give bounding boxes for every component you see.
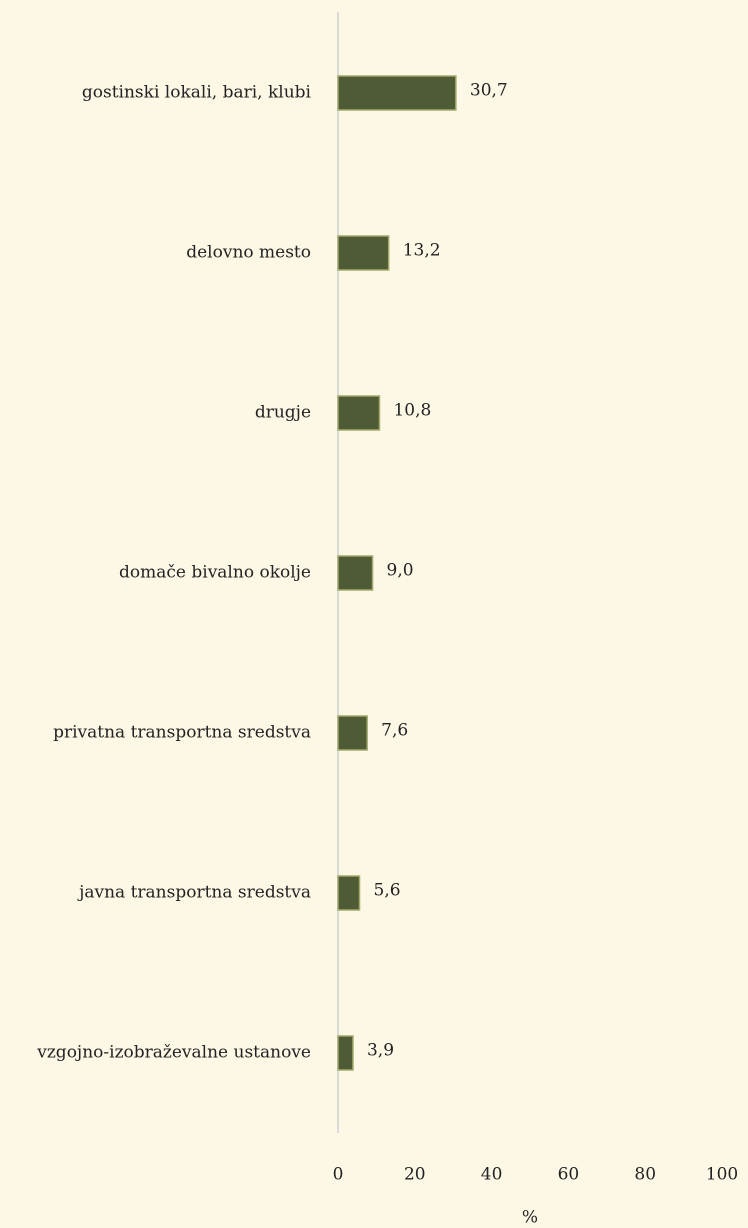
y-tick-label: javna transportna sredstva — [77, 883, 311, 903]
bar — [337, 75, 457, 111]
value-label: 3,9 — [367, 1041, 394, 1061]
value-label: 9,0 — [387, 561, 414, 581]
x-tick-label: 100 — [706, 1165, 738, 1185]
y-tick-label: delovno mesto — [186, 243, 311, 263]
y-tick-label: gostinski lokali, bari, klubi — [82, 83, 312, 103]
y-tick-label: domače bivalno okolje — [119, 563, 311, 583]
x-tick-label: 20 — [404, 1165, 426, 1185]
x-tick-label: 0 — [333, 1165, 344, 1185]
value-label: 10,8 — [393, 401, 431, 421]
bar — [337, 875, 361, 911]
x-tick-label: 40 — [481, 1165, 503, 1185]
bar — [337, 1035, 354, 1071]
value-label: 5,6 — [374, 881, 401, 901]
bar — [337, 395, 381, 431]
x-axis-label: % — [522, 1208, 538, 1228]
x-tick-label: 80 — [634, 1165, 656, 1185]
y-tick-label: vzgojno-izobraževalne ustanove — [36, 1043, 311, 1063]
value-label: 30,7 — [470, 81, 508, 101]
y-tick-label: drugje — [255, 403, 311, 423]
x-tick-label: 60 — [558, 1165, 580, 1185]
bar — [337, 555, 374, 591]
value-label: 7,6 — [381, 721, 408, 741]
y-tick-label: privatna transportna sredstva — [53, 723, 311, 743]
bar — [337, 715, 368, 751]
bar — [337, 235, 390, 271]
value-label: 13,2 — [403, 241, 441, 261]
